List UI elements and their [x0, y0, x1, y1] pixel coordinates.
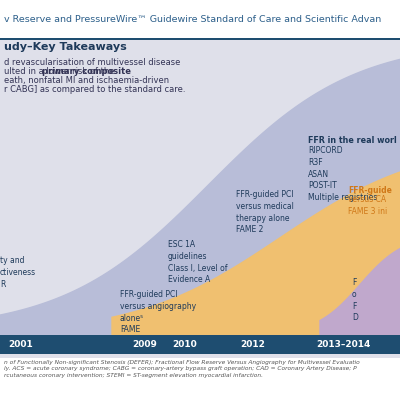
Bar [0, 38, 400, 40]
Bar [0, 335, 400, 354]
Text: FFR-guided PCI
versus angiography
alone⁵
FAME: FFR-guided PCI versus angiography alone⁵… [120, 290, 196, 334]
Bar [0, 358, 400, 400]
Text: F
o
F
D: F o F D [352, 278, 358, 322]
Text: r CABG] as compared to the standard care.: r CABG] as compared to the standard care… [4, 85, 186, 94]
Text: FFR-guided PCI
versus medical
therapy alone
FAME 2: FFR-guided PCI versus medical therapy al… [236, 190, 294, 234]
Text: eath, nonfatal MI and ischaemia-driven: eath, nonfatal MI and ischaemia-driven [4, 76, 169, 85]
Text: n of Functionally Non-significant Stenosis (DEFER); Fractional Flow Reserve Vers: n of Functionally Non-significant Stenos… [4, 360, 360, 378]
Text: v Reserve and PressureWire™ Guidewire Standard of Care and Scientific Advan: v Reserve and PressureWire™ Guidewire St… [4, 14, 381, 24]
Text: 2010: 2010 [172, 340, 197, 349]
Text: versus CA
FAME 3 ini: versus CA FAME 3 ini [348, 195, 387, 216]
Text: 2013–2014: 2013–2014 [316, 340, 370, 349]
Polygon shape [0, 59, 400, 335]
Polygon shape [320, 249, 400, 335]
Text: FFR in the real worl: FFR in the real worl [308, 136, 397, 145]
Text: ulted in a lower risk of the: ulted in a lower risk of the [4, 67, 117, 76]
Text: 2001: 2001 [8, 340, 33, 349]
Text: 2012: 2012 [240, 340, 265, 349]
Text: FFR-guide: FFR-guide [348, 186, 392, 195]
Text: primary composite: primary composite [42, 67, 131, 76]
Text: ty and
ctiveness
R: ty and ctiveness R [0, 256, 36, 289]
Text: 2009: 2009 [132, 340, 157, 349]
Text: ESC 1A
guidelines
Class I, Level of
Evidence A: ESC 1A guidelines Class I, Level of Evid… [168, 240, 228, 284]
Polygon shape [112, 172, 400, 335]
Text: RIPCORD
R3F
ASAN
POST-IT
Multiple registries: RIPCORD R3F ASAN POST-IT Multiple regist… [308, 146, 377, 202]
Bar [0, 0, 400, 38]
Text: udy–Key Takeaways: udy–Key Takeaways [4, 42, 127, 52]
Text: d revascularisation of multivessel disease: d revascularisation of multivessel disea… [4, 58, 180, 67]
